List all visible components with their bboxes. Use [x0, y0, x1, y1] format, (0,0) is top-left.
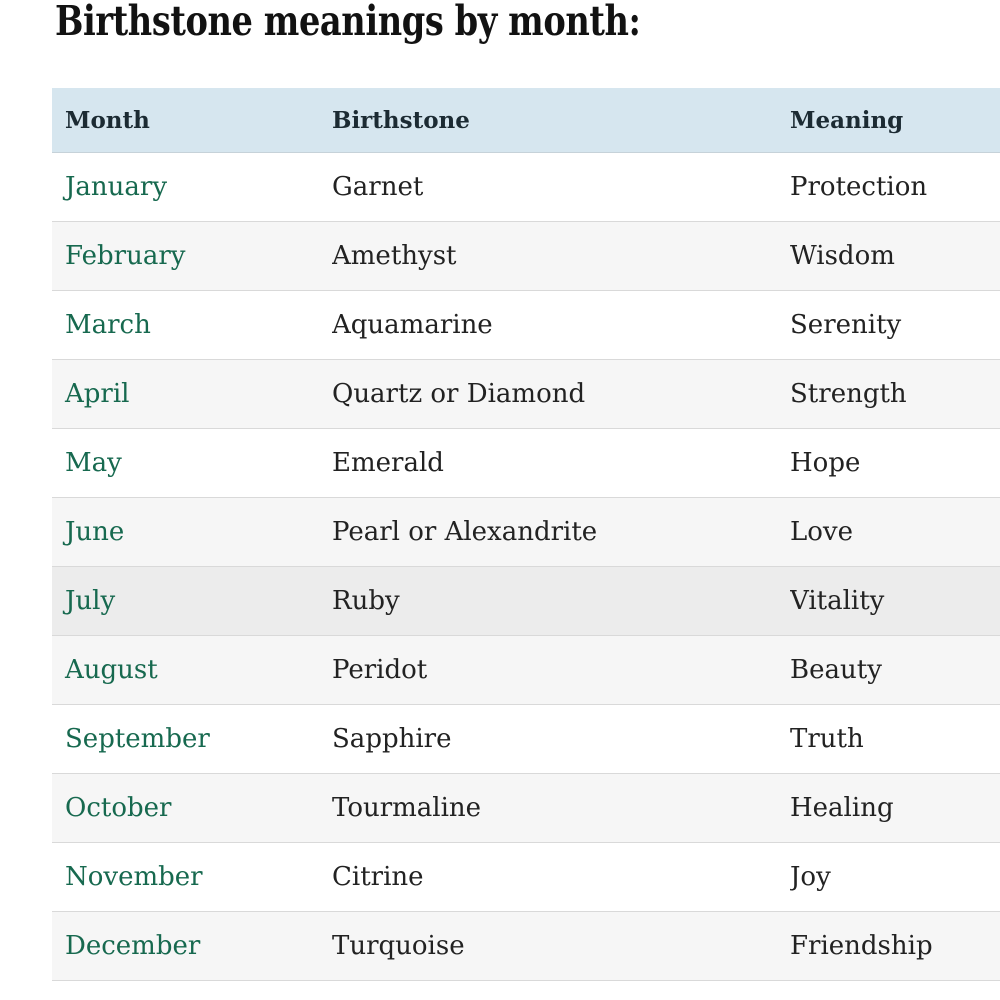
birthstone-cell: Pearl or Alexandrite [332, 497, 790, 567]
birthstone-cell: Peridot [332, 635, 790, 705]
month-cell: December [52, 911, 332, 981]
month-link[interactable]: May [65, 448, 122, 478]
table-row: May Emerald Hope [52, 428, 1000, 498]
month-link[interactable]: January [65, 172, 168, 202]
birthstone-cell: Emerald [332, 428, 790, 498]
table-row: September Sapphire Truth [52, 704, 1000, 774]
table-row: February Amethyst Wisdom [52, 221, 1000, 291]
birthstone-cell: Turquoise [332, 911, 790, 981]
month-cell: September [52, 704, 332, 774]
month-cell: October [52, 773, 332, 843]
month-link[interactable]: July [65, 586, 116, 616]
month-cell: April [52, 359, 332, 429]
birthstone-cell: Citrine [332, 842, 790, 912]
meaning-cell: Joy [790, 842, 1000, 912]
table-row: April Quartz or Diamond Strength [52, 359, 1000, 429]
table-row: July Ruby Vitality [52, 566, 1000, 636]
month-link[interactable]: March [65, 310, 151, 340]
birthstone-cell: Garnet [332, 152, 790, 222]
birthstone-cell: Quartz or Diamond [332, 359, 790, 429]
birthstone-cell: Sapphire [332, 704, 790, 774]
meaning-cell: Friendship [790, 911, 1000, 981]
birthstone-meanings-table: Month Birthstone Meaning January Garnet Pr… [52, 88, 1000, 981]
month-cell: May [52, 428, 332, 498]
month-link[interactable]: June [65, 517, 125, 547]
birthstone-cell: Amethyst [332, 221, 790, 291]
meaning-cell: Love [790, 497, 1000, 567]
month-link[interactable]: December [65, 931, 201, 961]
month-cell: January [52, 152, 332, 222]
meaning-cell: Vitality [790, 566, 1000, 636]
month-cell: June [52, 497, 332, 567]
meaning-cell: Strength [790, 359, 1000, 429]
column-header-month: Month [52, 88, 332, 153]
birthstone-cell: Tourmaline [332, 773, 790, 843]
meaning-cell: Hope [790, 428, 1000, 498]
month-cell: August [52, 635, 332, 705]
table-row: December Turquoise Friendship [52, 911, 1000, 981]
month-cell: July [52, 566, 332, 636]
column-header-birthstone: Birthstone [332, 88, 790, 153]
month-link[interactable]: August [65, 655, 158, 685]
month-link[interactable]: November [65, 862, 203, 892]
month-link[interactable]: September [65, 724, 210, 754]
page-title: Birthstone meanings by month: [55, 0, 641, 45]
table-row: January Garnet Protection [52, 152, 1000, 222]
month-link[interactable]: October [65, 793, 172, 823]
birthstone-cell: Aquamarine [332, 290, 790, 360]
meaning-cell: Truth [790, 704, 1000, 774]
meaning-cell: Protection [790, 152, 1000, 222]
month-link[interactable]: February [65, 241, 186, 271]
table-row: March Aquamarine Serenity [52, 290, 1000, 360]
table-header-row: Month Birthstone Meaning [52, 88, 1000, 153]
month-cell: March [52, 290, 332, 360]
birthstone-cell: Ruby [332, 566, 790, 636]
meaning-cell: Wisdom [790, 221, 1000, 291]
birthstone-table: Month Birthstone Meaning January Garnet Pr… [52, 88, 1000, 981]
table-row: June Pearl or Alexandrite Love [52, 497, 1000, 567]
column-header-meaning: Meaning [790, 88, 1000, 153]
month-cell: February [52, 221, 332, 291]
table-row: November Citrine Joy [52, 842, 1000, 912]
table-row: August Peridot Beauty [52, 635, 1000, 705]
month-cell: November [52, 842, 332, 912]
meaning-cell: Healing [790, 773, 1000, 843]
month-link[interactable]: April [65, 379, 130, 409]
table-row: October Tourmaline Healing [52, 773, 1000, 843]
meaning-cell: Serenity [790, 290, 1000, 360]
meaning-cell: Beauty [790, 635, 1000, 705]
